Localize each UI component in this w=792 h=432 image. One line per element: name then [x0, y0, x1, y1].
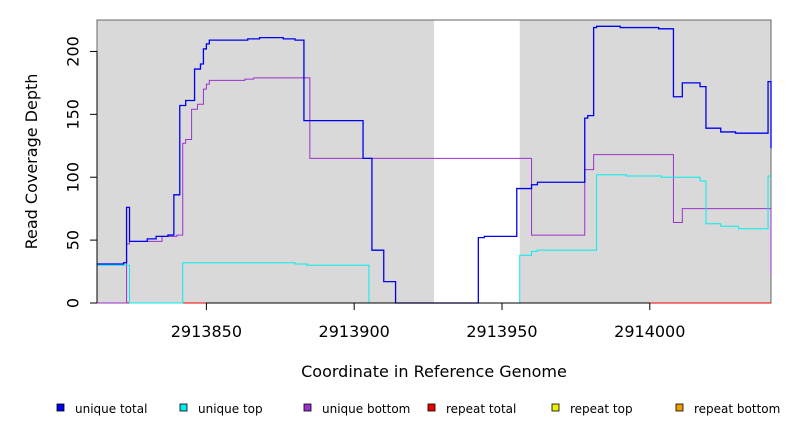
legend-item-unique-top: unique top: [179, 402, 263, 416]
legend: unique total unique top unique bottom repea…: [56, 402, 780, 416]
legend-item-unique-total: unique total: [56, 402, 147, 416]
shaded-regions: [97, 20, 771, 303]
x-axis-title: Coordinate in Reference Genome: [301, 362, 567, 381]
legend-label: repeat bottom: [694, 402, 780, 416]
legend-item-repeat-top: repeat top: [551, 402, 633, 416]
y-tick-label: 200: [64, 36, 83, 67]
x-tick-label: 2913850: [171, 322, 242, 341]
shaded-region-2: [519, 20, 771, 303]
legend-label: unique bottom: [322, 402, 410, 416]
y-axis: 0 50 100 150 200: [64, 36, 98, 308]
y-tick-label: 0: [64, 298, 83, 308]
legend-swatch: [303, 403, 312, 412]
legend-label: repeat total: [446, 402, 516, 416]
series-line-unique-top: [97, 174, 771, 304]
legend-swatch: [427, 403, 436, 412]
legend-swatch: [179, 403, 188, 412]
legend-item-unique-bottom: unique bottom: [303, 402, 410, 416]
legend-item-repeat-total: repeat total: [427, 402, 516, 416]
legend-swatch: [675, 403, 684, 412]
legend-item-repeat-bottom: repeat bottom: [675, 402, 780, 416]
legend-label: repeat top: [570, 402, 633, 416]
legend-swatch: [56, 403, 65, 412]
y-axis-title: Read Coverage Depth: [22, 74, 41, 250]
x-tick-label: 2913950: [466, 322, 537, 341]
y-tick-label: 150: [64, 99, 83, 130]
y-tick-label: 50: [64, 230, 83, 250]
series-line-unique-bottom: [97, 77, 772, 304]
y-tick-label: 100: [64, 162, 83, 193]
x-axis: 2913850 2913900 2913950 2914000: [171, 302, 685, 341]
shaded-region-1: [97, 20, 434, 303]
series-line-unique-total: [97, 25, 772, 304]
x-tick-label: 2914000: [614, 322, 685, 341]
legend-label: unique total: [75, 402, 147, 416]
x-tick-label: 2913900: [319, 322, 390, 341]
legend-label: unique top: [198, 402, 263, 416]
legend-swatch: [551, 403, 560, 412]
